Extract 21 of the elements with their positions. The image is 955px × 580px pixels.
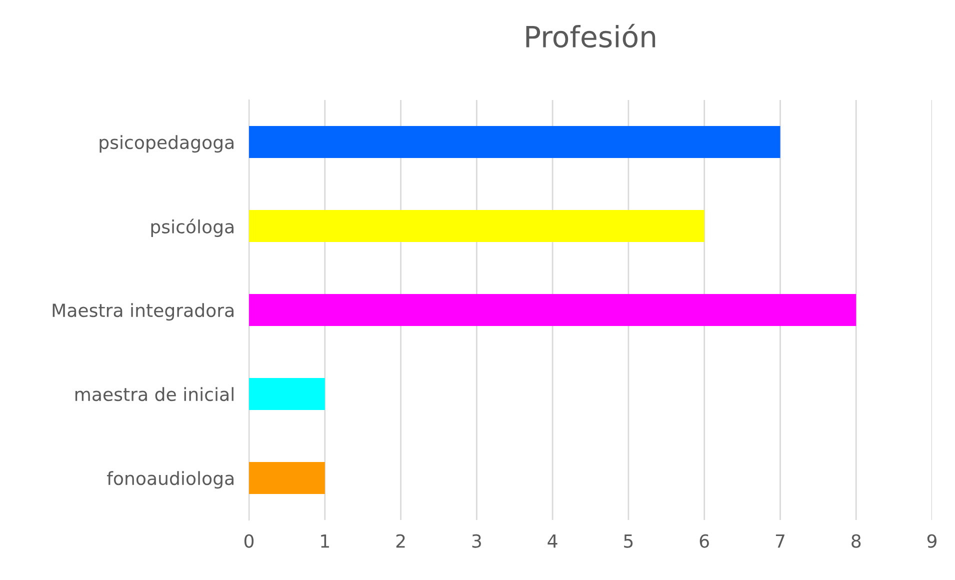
x-tick-label: 6 xyxy=(700,534,709,548)
x-tick-label: 2 xyxy=(396,534,405,548)
x-tick-label: 5 xyxy=(624,534,633,548)
y-tick-label: maestra de inicial xyxy=(75,387,234,402)
y-tick-label: Maestra integradora xyxy=(52,303,234,321)
x-tick-label: 7 xyxy=(776,534,784,548)
x-tick-label: 8 xyxy=(852,534,861,548)
y-tick-label: psicopedagoga xyxy=(100,135,234,153)
y-tick-label: psicóloga xyxy=(151,218,234,237)
x-tick-label: 9 xyxy=(927,534,936,548)
x-tick-label: 1 xyxy=(321,534,329,548)
x-tick-label: 3 xyxy=(472,534,481,548)
bar xyxy=(249,210,704,242)
chart-title: Profesión xyxy=(526,24,656,48)
x-tick-label: 0 xyxy=(244,534,254,548)
y-tick-label: fonoaudiologa xyxy=(107,471,234,489)
x-tick-label: 4 xyxy=(548,534,558,548)
bar xyxy=(249,378,325,410)
bar xyxy=(249,294,856,326)
bar xyxy=(249,126,780,158)
bar xyxy=(249,462,325,494)
